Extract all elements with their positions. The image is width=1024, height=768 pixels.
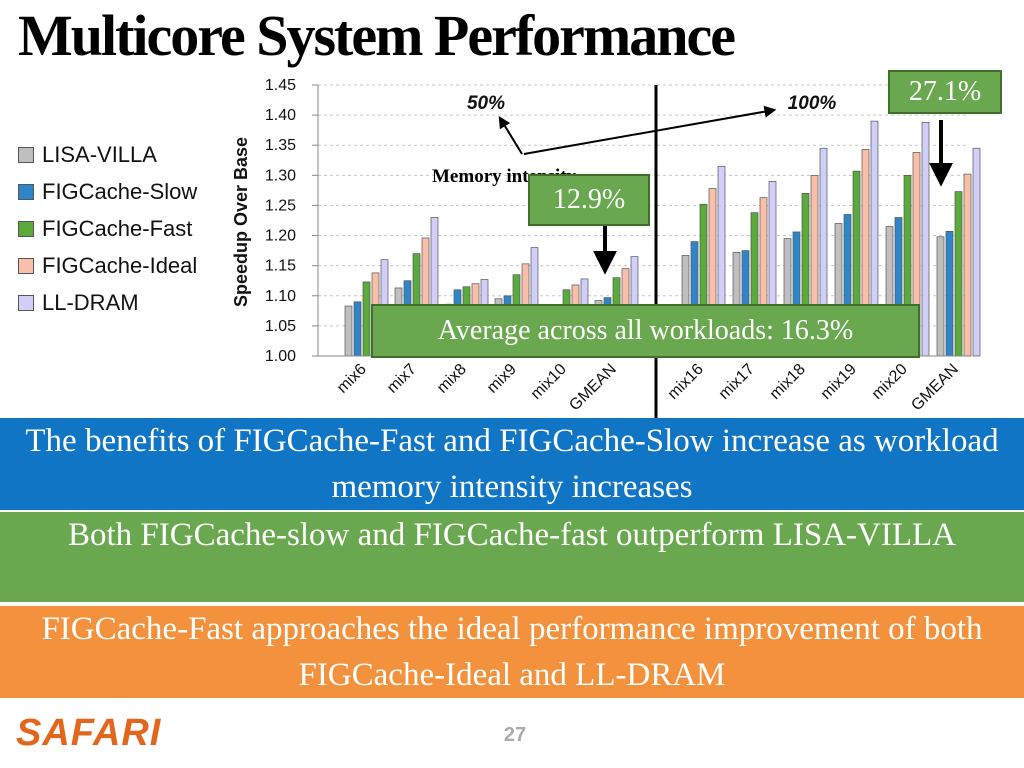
- panel-label-50-pct: 50%: [467, 93, 505, 114]
- legend-label-ll-dram: LL-DRAM: [42, 289, 139, 315]
- y-tick-label: 1.05: [265, 318, 296, 335]
- legend-item-figcache-fast: FIGCache-Fast: [18, 210, 197, 247]
- legend-swatch-figcache-fast: [18, 220, 34, 237]
- page-number: 27: [503, 724, 527, 746]
- bar-gmean-figcache-ideal: [963, 173, 972, 357]
- x-tick-label-mix17: mix17: [716, 361, 758, 403]
- legend-label-lisa-villa: LISA-VILLA: [42, 141, 157, 167]
- y-axis-label: Speedup Over Base: [231, 137, 251, 307]
- x-tick-label-mix9: mix9: [484, 361, 520, 397]
- bar-mix6-figcache-fast: [362, 281, 371, 357]
- x-tick-label-gmean: GMEAN: [566, 361, 620, 415]
- slide-title: Multicore System Performance: [18, 3, 736, 68]
- y-tick-label: 1.15: [265, 258, 296, 275]
- y-tick-label: 1.10: [265, 288, 296, 305]
- panel-label-100-pct: 100%: [788, 93, 837, 114]
- legend-swatch-ll-dram: [18, 294, 34, 311]
- bar-gmean-figcache-fast: [954, 191, 963, 357]
- callout-mid-improvement: 12.9%: [528, 174, 650, 226]
- safari-logo: SAFARI: [16, 712, 162, 754]
- bar-mix6-lisa-villa: [344, 305, 353, 357]
- x-tick-label-mix6: mix6: [334, 361, 370, 397]
- legend-label-figcache-slow: FIGCache-Slow: [42, 178, 198, 204]
- legend-item-figcache-slow: FIGCache-Slow: [18, 173, 197, 210]
- legend-label-figcache-ideal: FIGCache-Ideal: [42, 252, 198, 278]
- x-tick-label-mix8: mix8: [434, 361, 470, 397]
- bar-gmean-lisa-villa: [936, 236, 945, 357]
- x-tick-label-mix7: mix7: [384, 361, 420, 397]
- y-tick-label: 1.40: [265, 107, 296, 124]
- y-tick-label: 1.00: [265, 348, 296, 365]
- x-tick-label-mix18: mix18: [767, 361, 809, 403]
- memory-arrow-50: [498, 115, 523, 155]
- chart-legend: LISA-VILLA FIGCache-Slow FIGCache-Fast F…: [18, 136, 197, 321]
- annotation-arrows: [498, 105, 953, 275]
- x-tick-label-mix16: mix16: [665, 361, 707, 403]
- memory-arrow-100: [523, 105, 777, 155]
- bar-gmean-figcache-slow: [945, 230, 954, 357]
- y-tick-label: 1.45: [265, 77, 296, 94]
- x-tick-label-mix19: mix19: [818, 361, 860, 403]
- banner-memory-intensity: The benefits of FIGCache-Fast and FIGCac…: [0, 418, 1024, 510]
- legend-swatch-figcache-slow: [18, 183, 34, 200]
- legend-item-figcache-ideal: FIGCache-Ideal: [18, 247, 197, 284]
- bar-gmean-ll-dram: [972, 147, 981, 357]
- callout-max-improvement: 27.1%: [888, 70, 1002, 114]
- legend-item-ll-dram: LL-DRAM: [18, 284, 197, 321]
- x-tick-label-gmean: GMEAN: [908, 361, 962, 415]
- y-tick-label: 1.35: [265, 137, 296, 154]
- y-tick-label: 1.25: [265, 197, 296, 214]
- legend-swatch-lisa-villa: [18, 146, 34, 163]
- legend-swatch-figcache-ideal: [18, 257, 34, 274]
- y-tick-label: 1.30: [265, 167, 296, 184]
- callout-average-improvement: Average across all workloads: 16.3%: [371, 304, 920, 358]
- y-tick-label: 1.20: [265, 228, 296, 245]
- x-tick-label-mix10: mix10: [528, 361, 570, 403]
- legend-item-lisa-villa: LISA-VILLA: [18, 136, 197, 173]
- banner-outperform: Both FIGCache-slow and FIGCache-fast out…: [0, 512, 1024, 602]
- legend-label-figcache-fast: FIGCache-Fast: [42, 215, 193, 241]
- bar-mix6-figcache-slow: [353, 301, 362, 357]
- bar-mix20-ll-dram: [921, 121, 930, 357]
- x-tick-label-mix20: mix20: [869, 361, 911, 403]
- banner-ideal-performance: FIGCache-Fast approaches the ideal perfo…: [0, 606, 1024, 698]
